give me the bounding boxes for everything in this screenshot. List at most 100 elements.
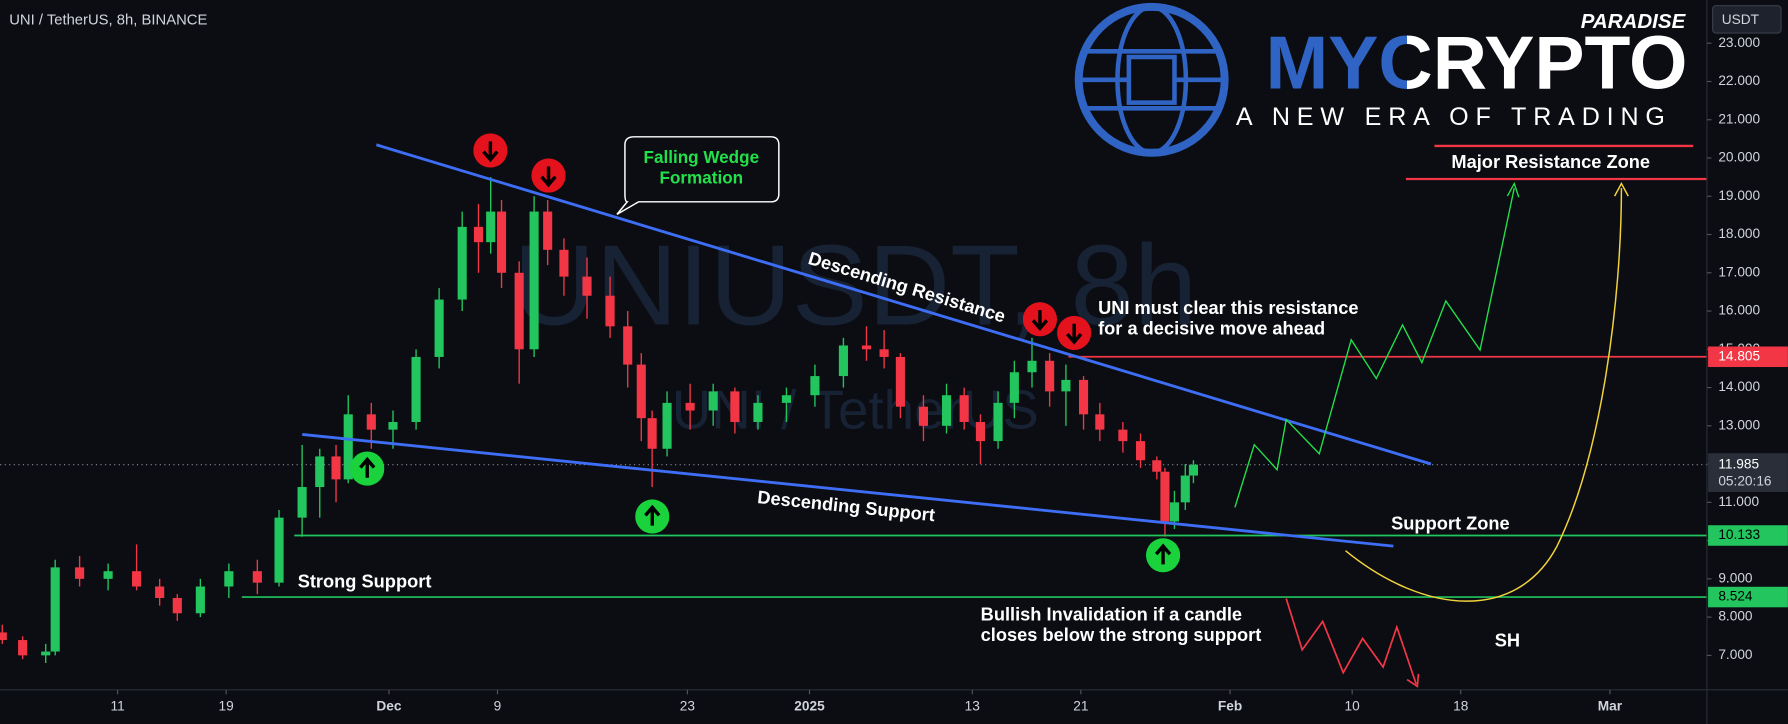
candle-body bbox=[1135, 441, 1146, 461]
candle-body bbox=[708, 391, 718, 411]
candle-body bbox=[103, 571, 113, 579]
logo: PARADISE MYCRYPTO A NEW ERA OF TRADING bbox=[1074, 2, 1688, 157]
candle-body bbox=[810, 376, 820, 396]
y-tick-label: 22.000 bbox=[1718, 73, 1760, 88]
projection-path bbox=[1234, 187, 1515, 508]
x-tick-label: 10 bbox=[1345, 699, 1361, 714]
candle-body bbox=[685, 402, 695, 411]
candle-body bbox=[315, 456, 325, 488]
x-tick-label: 23 bbox=[680, 699, 695, 714]
last-price-box bbox=[1708, 453, 1788, 493]
y-tick-label: 8.000 bbox=[1718, 609, 1753, 624]
y-tick-label: 16.000 bbox=[1718, 303, 1760, 318]
x-tick-label: 2025 bbox=[794, 699, 825, 714]
annotation: for a decisive move ahead bbox=[1098, 317, 1325, 338]
candle-body bbox=[155, 586, 165, 598]
candle-body bbox=[582, 276, 592, 296]
candle-body bbox=[75, 567, 85, 579]
x-tick-label: 9 bbox=[494, 699, 502, 714]
candle-body bbox=[895, 356, 905, 407]
candle-body bbox=[41, 651, 51, 656]
logo-tag: PARADISE bbox=[1581, 10, 1687, 33]
candle-body bbox=[1188, 464, 1198, 476]
y-tick-label: 7.000 bbox=[1718, 647, 1753, 662]
support-trendline bbox=[302, 432, 1394, 548]
candle-body bbox=[861, 345, 872, 350]
candle-body bbox=[559, 249, 569, 277]
resistance-trendline bbox=[375, 143, 1432, 466]
candle-body bbox=[252, 571, 262, 583]
candle-body bbox=[959, 395, 969, 422]
candle-body bbox=[297, 487, 307, 518]
up-signal bbox=[350, 451, 385, 486]
down-signal bbox=[473, 133, 508, 168]
candle-body bbox=[1009, 372, 1019, 403]
candle-body bbox=[514, 272, 524, 350]
price-level-box bbox=[1708, 346, 1788, 368]
candle-body bbox=[274, 517, 284, 583]
arrowhead bbox=[1506, 181, 1520, 198]
y-tick-label: 19.000 bbox=[1718, 188, 1760, 203]
candle-body bbox=[1078, 379, 1089, 415]
candle-body bbox=[730, 391, 740, 422]
candle-body bbox=[132, 571, 142, 587]
y-tick-label: 14.000 bbox=[1718, 379, 1760, 394]
annotation: Major Resistance Zone bbox=[1451, 151, 1650, 172]
candle-body bbox=[647, 418, 657, 449]
y-tick-label: 20.000 bbox=[1718, 150, 1760, 165]
price-level-label: 8.524 bbox=[1718, 589, 1753, 604]
annotations: Falling Wedge Formation Descending Resis… bbox=[298, 148, 1650, 651]
price-level-label: 14.805 bbox=[1718, 348, 1760, 363]
x-tick-label: 18 bbox=[1453, 699, 1469, 714]
candle-body bbox=[838, 345, 848, 377]
candle-body bbox=[781, 395, 791, 403]
candle-body bbox=[1180, 475, 1190, 503]
y-tick-label: 13.000 bbox=[1718, 417, 1760, 432]
countdown-label: 05:20:16 bbox=[1718, 473, 1771, 488]
candle-body bbox=[343, 414, 353, 480]
candle-body bbox=[195, 586, 205, 614]
x-tick-label: 19 bbox=[219, 699, 234, 714]
candle-body bbox=[457, 226, 467, 300]
arrowhead bbox=[1613, 182, 1629, 197]
candle-body bbox=[1027, 360, 1037, 373]
candle-body bbox=[1118, 429, 1128, 442]
axes: 7.0008.0009.00010.00011.00012.00013.0001… bbox=[111, 35, 1788, 714]
up-signal bbox=[1145, 538, 1181, 573]
candle-body bbox=[941, 395, 952, 426]
candle-body bbox=[636, 364, 646, 419]
price-level-box bbox=[1708, 586, 1788, 608]
y-tick-label: 21.000 bbox=[1718, 111, 1760, 126]
y-tick-label: 23.000 bbox=[1718, 35, 1760, 50]
currency-button[interactable] bbox=[1712, 5, 1782, 34]
candle-body bbox=[1095, 414, 1105, 430]
callout-text: Formation bbox=[660, 169, 744, 188]
candle-body bbox=[434, 299, 444, 357]
y-tick-label: 9.000 bbox=[1718, 570, 1753, 585]
y-tick-label: 11.000 bbox=[1718, 494, 1759, 509]
x-tick-label: Feb bbox=[1218, 699, 1242, 714]
up-signal bbox=[635, 499, 670, 534]
currency-button-label[interactable]: USDT bbox=[1722, 12, 1760, 27]
candle-body bbox=[486, 211, 496, 243]
down-signal bbox=[1057, 315, 1092, 351]
down-signal bbox=[1022, 302, 1058, 337]
candle-body bbox=[1152, 460, 1162, 472]
candle-body bbox=[879, 349, 889, 357]
bearish-path bbox=[1285, 598, 1418, 685]
candle-body bbox=[172, 597, 182, 614]
logo-name: MYCRYPTO bbox=[1266, 20, 1688, 104]
annotation: closes below the strong support bbox=[981, 624, 1262, 645]
watermark-title: UNIUSDT, 8h bbox=[513, 222, 1197, 349]
candle-body bbox=[0, 632, 7, 641]
candle-body bbox=[1061, 379, 1071, 392]
annotation: Strong Support bbox=[298, 570, 432, 591]
candle-body bbox=[224, 571, 234, 587]
annotation: Support Zone bbox=[1391, 512, 1510, 533]
candle-body bbox=[388, 421, 398, 430]
candle-body bbox=[1169, 502, 1180, 522]
candle-body bbox=[543, 211, 553, 250]
candle-body bbox=[662, 402, 672, 449]
